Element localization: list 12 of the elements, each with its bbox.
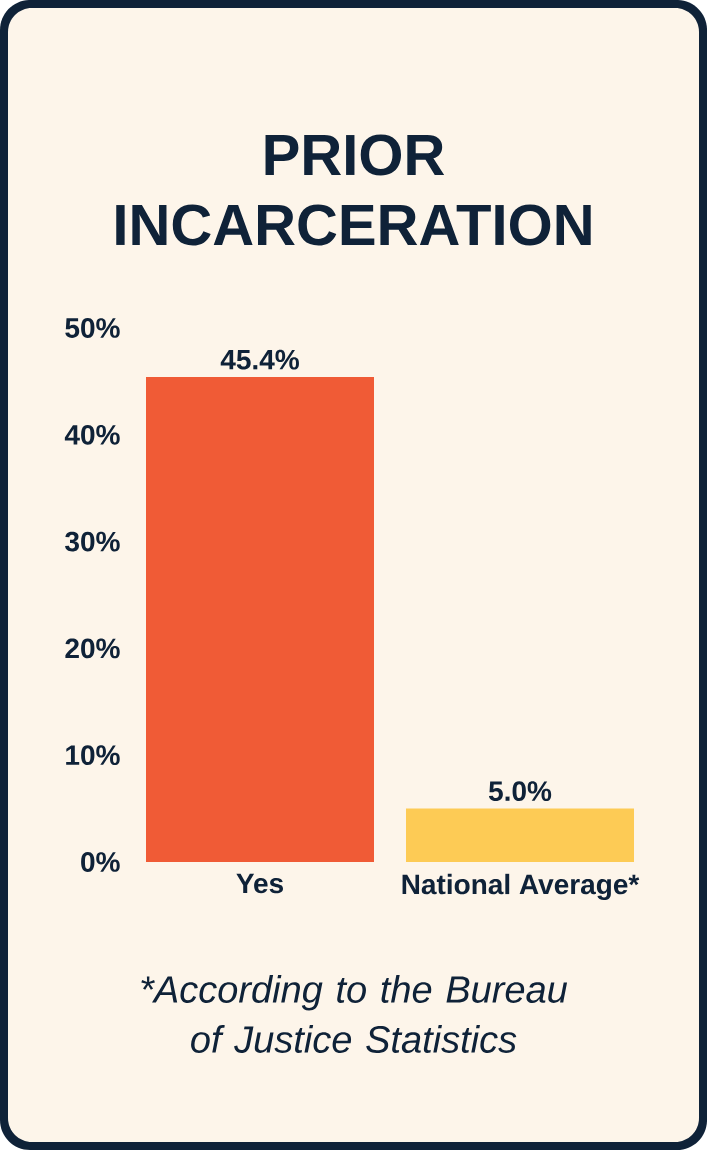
data-label: 45.4% [220, 349, 299, 370]
chart-title: PRIOR INCARCERATION [116, 134, 591, 246]
y-tick-label: 30% [65, 531, 120, 552]
text: *According to the Bureau of Justice Statistics [141, 975, 568, 1053]
y-tick-label: 0% [81, 852, 120, 872]
data-label: 5.0% [488, 781, 552, 802]
y-tick-label: 20% [65, 638, 120, 659]
y-tick-label: 40% [64, 424, 120, 445]
y-tick-label: 10% [66, 745, 120, 766]
x-tick-label: National Average* [402, 873, 640, 901]
x-tick-label: Yes [236, 873, 283, 894]
y-tick-label: 50% [65, 318, 120, 338]
